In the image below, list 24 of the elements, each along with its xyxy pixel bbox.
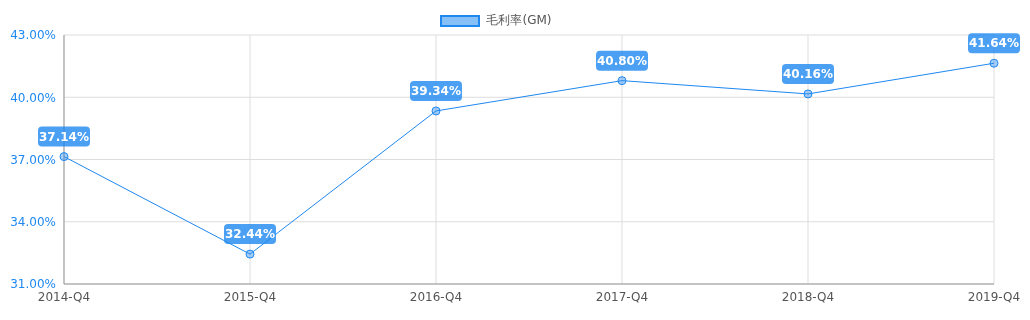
y-tick-label: 43.00%	[10, 28, 56, 43]
point	[431, 106, 441, 116]
x-tick-label: 2019-Q4	[967, 289, 1021, 304]
data-label: 40.16%	[783, 66, 833, 81]
x-tick-label: 2017-Q4	[595, 289, 649, 304]
y-tick-label: 34.00%	[10, 215, 56, 230]
data-label: 40.80%	[597, 53, 647, 68]
point	[59, 152, 69, 162]
legend-label: 毛利率(GM)	[485, 12, 552, 29]
point	[803, 89, 813, 99]
data-label: 39.34%	[411, 83, 461, 98]
x-tick-label: 2015-Q4	[223, 289, 277, 304]
x-tick-label: 2016-Q4	[409, 289, 463, 304]
point	[989, 58, 999, 68]
x-tick-label: 2018-Q4	[781, 289, 835, 304]
y-tick-label: 40.00%	[10, 90, 56, 105]
point	[617, 76, 627, 86]
y-tick-label: 31.00%	[10, 277, 56, 292]
data-label: 41.64%	[969, 36, 1019, 51]
data-label: 37.14%	[39, 129, 89, 144]
x-tick-label: 2014-Q4	[37, 289, 91, 304]
point	[245, 249, 255, 259]
data-label: 32.44%	[225, 227, 275, 242]
y-tick-label: 37.00%	[10, 152, 56, 167]
